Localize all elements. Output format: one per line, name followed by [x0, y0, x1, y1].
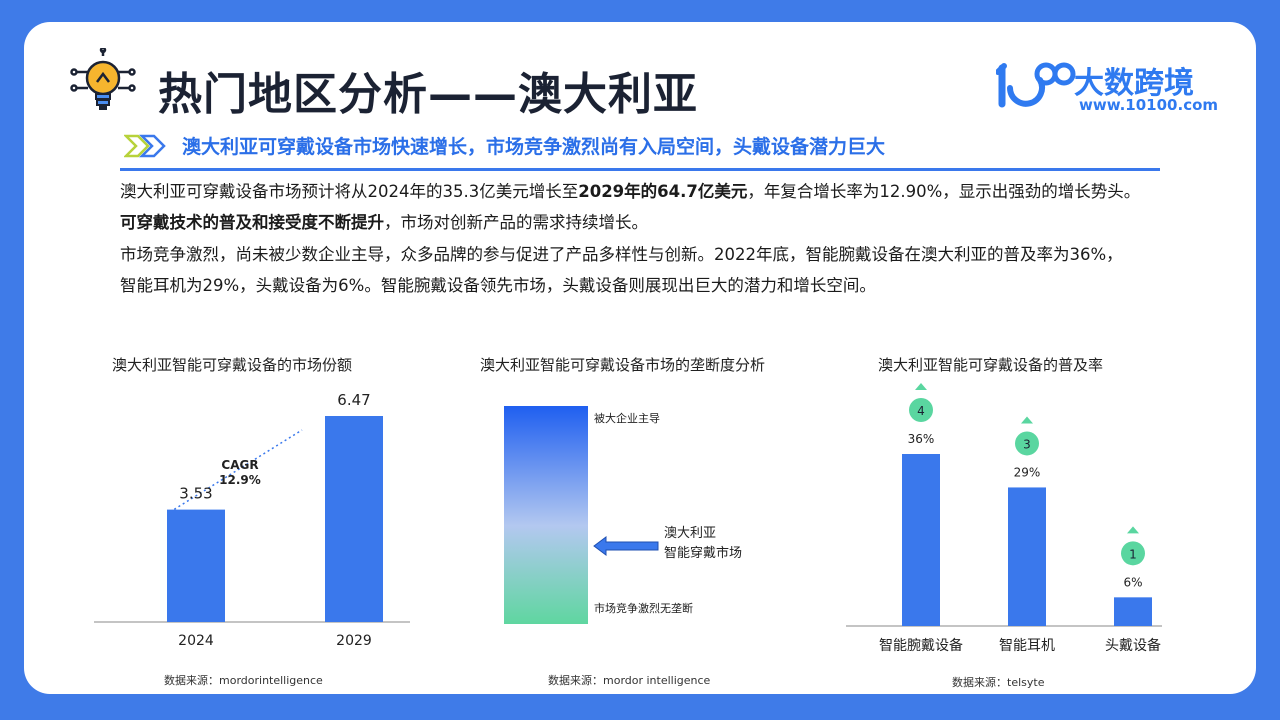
chart3-category-label: 智能腕戴设备	[879, 637, 963, 654]
chart3-rank-badge	[909, 398, 933, 422]
chart3-value-label: 29%	[1014, 465, 1041, 479]
chart2-source: 数据来源：mordor intelligence	[548, 674, 711, 687]
chart1-cagr-line	[169, 429, 303, 513]
monopoly-gradient-bar	[504, 406, 588, 624]
subtitle: 澳大利亚可穿戴设备市场快速增长，市场竞争激烈尚有入局空间，头戴设备潜力巨大	[182, 136, 886, 158]
chart1-bar	[167, 509, 225, 622]
chart3-category-label: 智能耳机	[999, 638, 1055, 654]
logo-text: 大数跨境	[1074, 66, 1194, 101]
paragraph-1: 澳大利亚可穿戴设备市场预计将从2024年的35.3亿美元增长至2029年的64.…	[120, 180, 1200, 204]
chart3-rank-label: 4	[917, 404, 925, 418]
chart3-bar	[902, 454, 940, 626]
chart1-cagr-value: 12.9%	[219, 473, 261, 487]
logo-icon	[996, 62, 1076, 108]
chart2-title: 澳大利亚智能可穿戴设备市场的垄断度分析	[480, 356, 766, 374]
scale-top-label: 被大企业主导	[594, 411, 660, 425]
chart3-value-label: 36%	[908, 432, 935, 446]
chart1-cagr-label: CAGR	[221, 458, 258, 472]
chart3-source: 数据来源：telsyte	[952, 676, 1045, 689]
up-triangle-icon	[915, 383, 927, 390]
scale-bottom-label: 市场竞争激烈无垄断	[594, 601, 693, 615]
chart1-value-label: 3.53	[179, 485, 212, 503]
chart3-rank-badge	[1015, 431, 1039, 456]
penetration-chart: 36% 4 智能腕戴设备 29% 3 智能耳机 6% 1 头戴设备	[846, 383, 1162, 654]
p1-text-bold: 2029年的64.7亿美元	[578, 182, 748, 201]
slide-card: 热门地区分析——澳大利亚 大数跨境 www.10100.com 澳大利亚可穿戴设…	[24, 22, 1256, 694]
up-triangle-icon	[1021, 416, 1033, 424]
chart3-rank-badge	[1121, 541, 1145, 566]
chart3-category-label: 头戴设备	[1105, 637, 1161, 654]
chart3-rank-label: 3	[1023, 437, 1031, 451]
p2-text-b: ，市场对创新产品的需求持续增长。	[384, 213, 648, 232]
chart1-bar	[325, 416, 383, 622]
chart3-value-label: 6%	[1123, 575, 1142, 589]
chart1-value-label: 6.47	[337, 391, 370, 409]
chart1-source: 数据来源：mordorintelligence	[164, 674, 323, 687]
paragraph-4: 智能耳机为29%，头戴设备为6%。智能腕戴设备领先市场，头戴设备则展现出巨大的潜…	[120, 276, 876, 295]
chart1-title: 澳大利亚智能可穿戴设备的市场份额	[112, 356, 353, 374]
chart1-category-label: 2024	[178, 633, 214, 649]
p1-text-c: ，年复合增长率为12.90%，显示出强劲的增长势头。	[747, 182, 1141, 201]
paragraph-2: 可穿戴技术的普及和接受度不断提升，市场对创新产品的需求持续增长。	[120, 211, 1200, 235]
page-title: 热门地区分析——澳大利亚	[158, 69, 698, 120]
up-triangle-icon	[1127, 526, 1139, 534]
chart3-title: 澳大利亚智能可穿戴设备的普及率	[878, 356, 1104, 374]
chart1-category-label: 2029	[336, 633, 372, 649]
double-chevron-icon	[124, 134, 166, 158]
marker-label-line1: 澳大利亚	[664, 525, 716, 541]
chart3-rank-label: 1	[1129, 547, 1137, 561]
chart3-bar	[1114, 597, 1152, 626]
monopoly-scale-chart: 被大企业主导 市场竞争激烈无垄断 澳大利亚 智能穿戴市场	[504, 406, 742, 624]
p2-text-bold: 可穿戴技术的普及和接受度不断提升	[120, 213, 384, 232]
logo-url: www.10100.com	[1079, 96, 1219, 114]
marker-arrow-icon	[593, 536, 659, 556]
chart3-bar	[1008, 487, 1046, 626]
divider	[120, 168, 1160, 171]
market-size-chart: CAGR 12.9% 3.53 2024 6.47 2029	[94, 391, 410, 649]
lightbulb-icon	[70, 48, 136, 110]
marker-label-line2: 智能穿戴市场	[664, 545, 742, 561]
paragraph-3: 市场竞争激烈，尚未被少数企业主导，众多品牌的参与促进了产品多样性与创新。2022…	[120, 245, 1123, 264]
p1-text-a: 澳大利亚可穿戴设备市场预计将从2024年的35.3亿美元增长至	[120, 182, 579, 201]
